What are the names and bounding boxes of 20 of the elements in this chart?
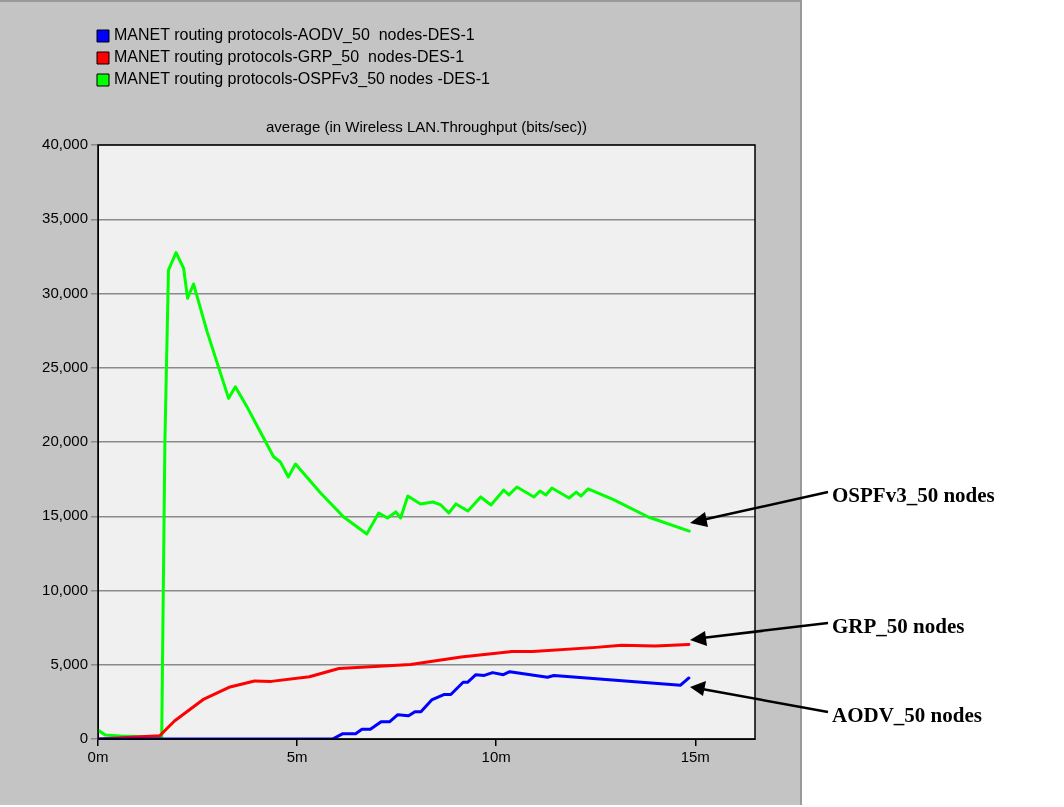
text: OSPFv3_50 nodes xyxy=(832,483,995,508)
chart-title: average (in Wireless LAN.Throughput (bits/sec)) xyxy=(266,118,587,136)
legend-label: MANET routing protocols-OSPFv3_50 nodes -DES-1 xyxy=(114,70,490,89)
y-tick-label: 10,000 xyxy=(42,580,88,598)
x-tick-label: 0m xyxy=(87,748,109,766)
text: GRP_50 nodes xyxy=(832,614,965,639)
y-tick-label: 40,000 xyxy=(42,135,88,153)
y-tick-label: 20,000 xyxy=(42,432,88,450)
text: AODV_50 nodes xyxy=(832,703,982,728)
y-tick-label: 0 xyxy=(79,729,88,747)
y-tick-label: 25,000 xyxy=(42,357,88,375)
x-tick-label: 5m xyxy=(286,748,308,766)
y-tick-label: 15,000 xyxy=(42,506,88,524)
legend-label: MANET routing protocols-GRP_50 nodes-DES-1 xyxy=(114,48,465,67)
y-tick-label: 30,000 xyxy=(42,283,88,301)
legend-label: MANET routing protocols-AODV_50 nodes-DES-1 xyxy=(114,26,475,45)
x-tick-label: 15m xyxy=(680,748,710,766)
y-tick-label: 5,000 xyxy=(50,654,88,672)
x-tick-label: 10m xyxy=(481,748,511,766)
y-tick-label: 35,000 xyxy=(42,209,88,227)
